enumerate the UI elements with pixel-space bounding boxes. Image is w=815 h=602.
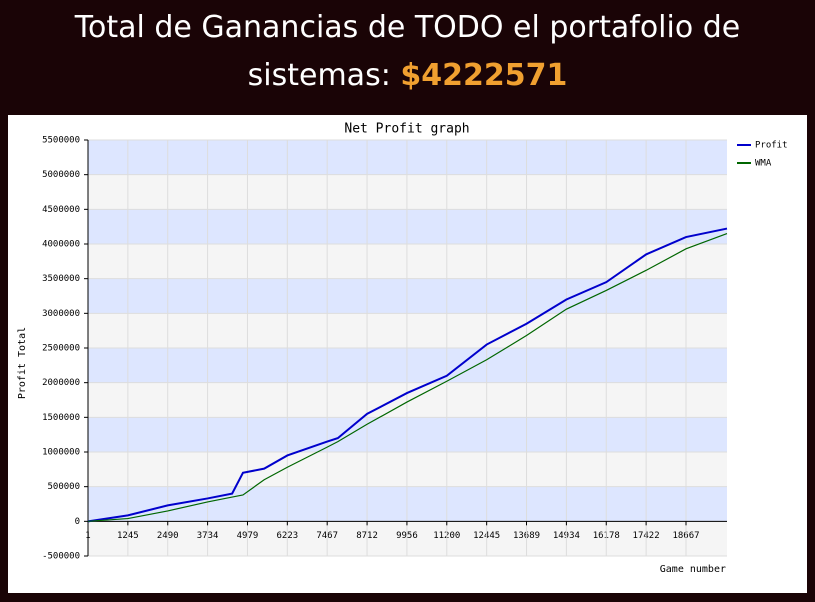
y-tick-label: 4500000 — [42, 205, 80, 215]
band — [88, 244, 727, 279]
y-tick-label: -500000 — [42, 552, 80, 562]
series-line — [87, 227, 728, 523]
y-tick-label: 5000000 — [42, 170, 80, 180]
y-tick-label: 0 — [75, 517, 80, 527]
band — [88, 417, 727, 452]
band — [88, 174, 727, 210]
legend-label: WMA — [755, 159, 772, 169]
band — [88, 278, 727, 314]
band — [88, 382, 727, 418]
series-line — [87, 233, 728, 522]
y-tick-label: 500000 — [47, 482, 80, 492]
y-tick-label: 2000000 — [42, 378, 80, 388]
band — [88, 486, 727, 522]
y-axis-label: Profit Total — [17, 327, 28, 399]
band — [88, 209, 727, 244]
band — [88, 521, 727, 556]
y-tick-label: 5500000 — [42, 136, 80, 146]
y-tick-label: 2500000 — [42, 344, 80, 354]
chart-title: Net Profit graph — [344, 122, 469, 137]
chart: Net Profit graph Game number Profit Tota… — [8, 115, 807, 593]
y-tick-label: 1000000 — [42, 448, 80, 458]
y-tick-label: 3000000 — [42, 309, 80, 319]
y-tick-label: 1500000 — [42, 413, 80, 423]
x-axis-label: Game number — [660, 564, 726, 575]
band — [88, 313, 727, 348]
header: Total de Ganancias de TODO el portafolio… — [0, 0, 815, 112]
y-tick-label: 3500000 — [42, 274, 80, 284]
header-amount: $4222571 — [400, 58, 568, 93]
header-text: Total de Ganancias de TODO el portafolio… — [74, 10, 741, 93]
y-tick-label: 4000000 — [42, 240, 80, 250]
band — [88, 140, 727, 175]
legend-label: Profit — [755, 141, 788, 151]
band — [88, 348, 727, 383]
band — [88, 452, 727, 487]
